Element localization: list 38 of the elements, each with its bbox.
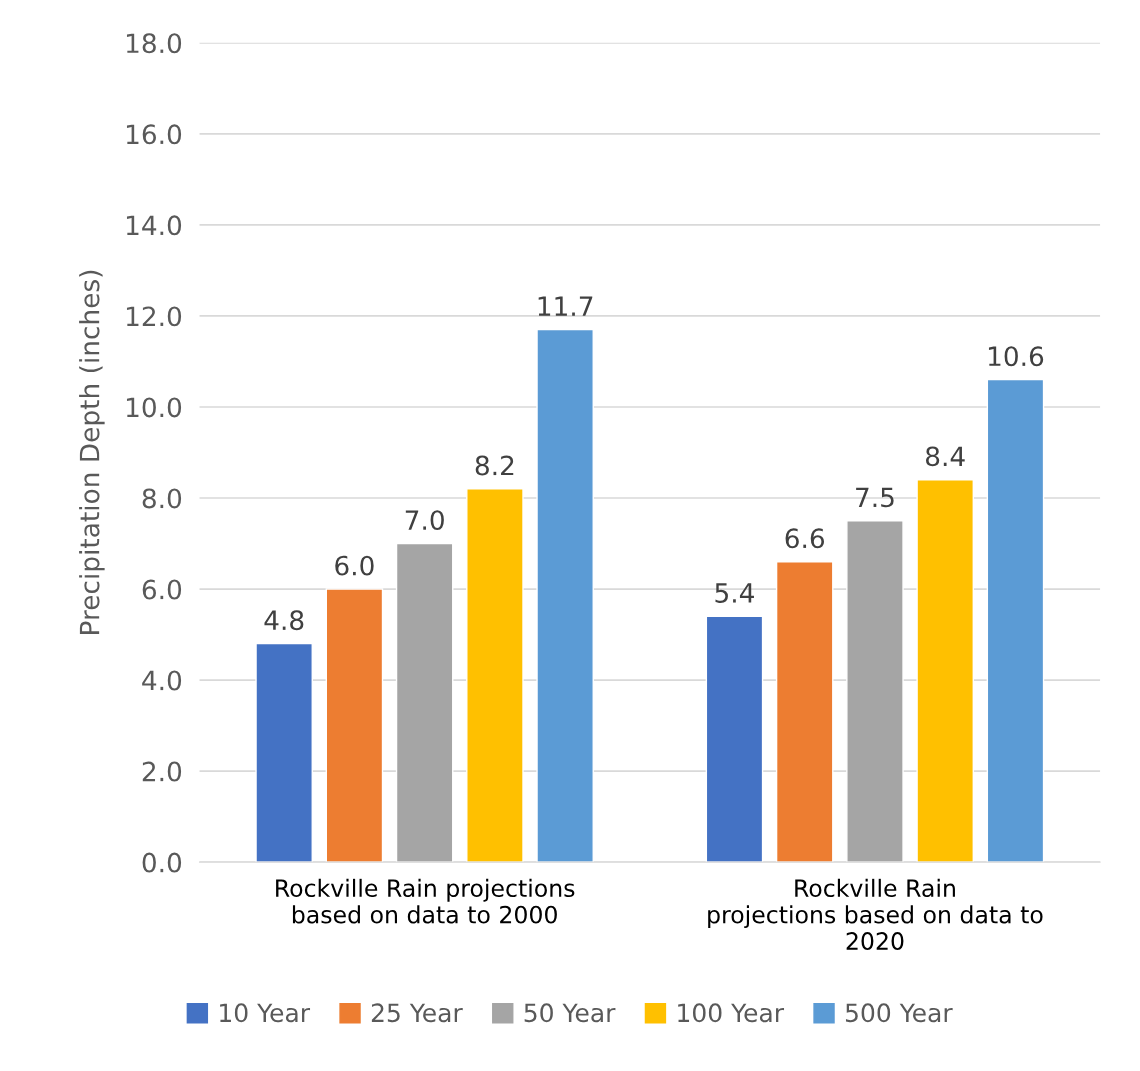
bar bbox=[986, 378, 1045, 863]
legend-label: 100 Year bbox=[678, 1003, 785, 1023]
y-tick-label: 14.0 bbox=[126, 215, 182, 236]
y-tick-label: 6.0 bbox=[142, 579, 182, 600]
x-tick-label: Rockville Rain projections based on data to 2020 bbox=[708, 878, 1043, 950]
y-tick-label: 12.0 bbox=[126, 306, 182, 327]
data-label: 11.7 bbox=[538, 296, 593, 316]
bar bbox=[325, 588, 384, 863]
x-tick-label: Rockville Rain projections based on data to 2000 bbox=[276, 878, 575, 924]
bar bbox=[395, 542, 454, 863]
y-tick-label: 4.0 bbox=[142, 670, 182, 691]
data-label: 6.0 bbox=[335, 555, 374, 576]
y-tick-label: 18.0 bbox=[126, 33, 182, 54]
data-label: 10.6 bbox=[988, 346, 1044, 367]
data-label: 7.5 bbox=[856, 487, 894, 508]
bar bbox=[536, 328, 594, 863]
bar bbox=[916, 479, 974, 863]
y-tick-label: 8.0 bbox=[142, 488, 182, 509]
data-label: 7.0 bbox=[405, 510, 444, 531]
y-tick-label: 10.0 bbox=[126, 397, 182, 418]
y-tick-label: 2.0 bbox=[142, 761, 182, 782]
data-label: 4.8 bbox=[264, 610, 304, 631]
bar bbox=[705, 615, 764, 863]
legend-label: 50 Year bbox=[524, 1003, 616, 1023]
data-label: 8.4 bbox=[926, 446, 965, 467]
y-tick-label: 16.0 bbox=[126, 124, 182, 145]
bar bbox=[846, 520, 904, 863]
legend-label: 500 Year bbox=[845, 1003, 953, 1023]
data-label: 6.6 bbox=[785, 528, 825, 549]
data-label: 8.2 bbox=[475, 455, 514, 476]
bar bbox=[466, 488, 524, 863]
y-axis-title: Precipitation Depth (inches) bbox=[79, 270, 105, 634]
bar bbox=[775, 561, 834, 863]
data-label: 5.4 bbox=[715, 583, 754, 603]
y-tick-label: 0.0 bbox=[142, 852, 182, 873]
legend-label: 10 Year bbox=[220, 1003, 311, 1023]
bar bbox=[255, 642, 313, 863]
legend-label: 25 Year bbox=[371, 1003, 463, 1023]
